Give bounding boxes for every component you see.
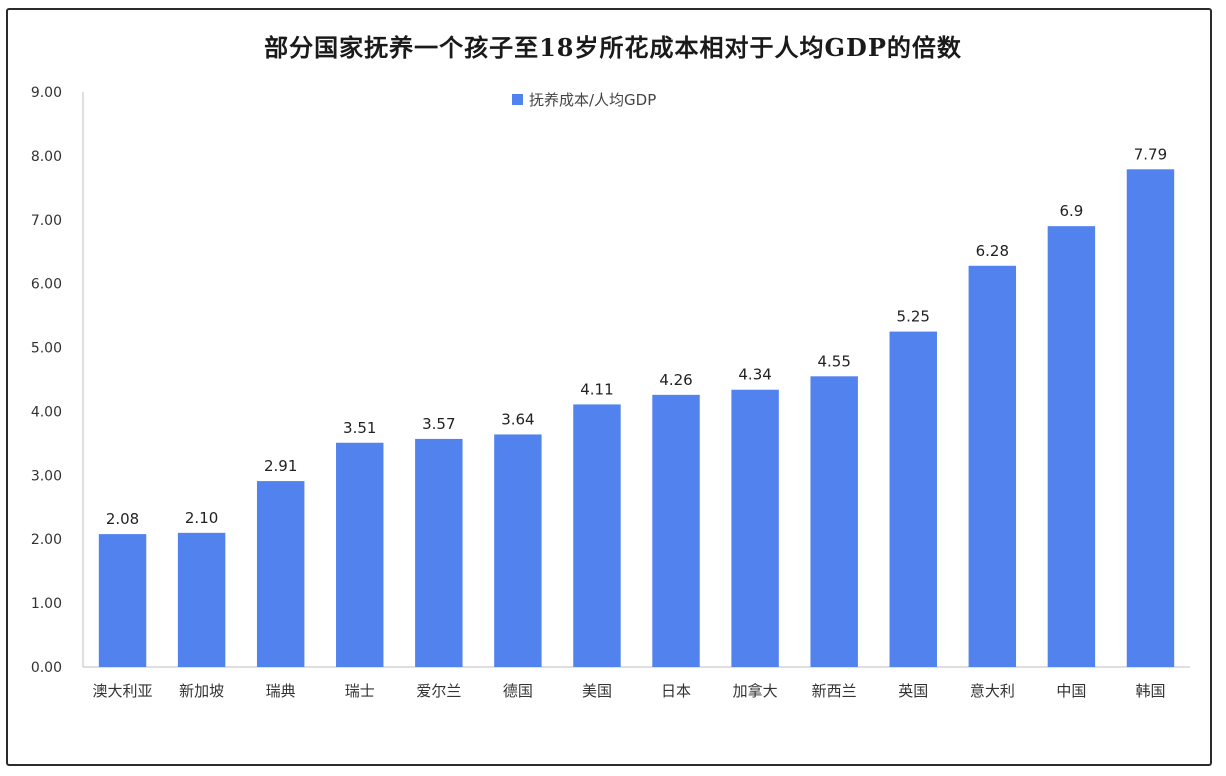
y-tick-label: 6.00 bbox=[31, 277, 62, 293]
y-tick-label: 4.00 bbox=[31, 404, 62, 420]
bar bbox=[336, 442, 384, 667]
bar bbox=[494, 434, 542, 667]
x-category-label: 新加坡 bbox=[179, 682, 224, 700]
bar bbox=[256, 481, 305, 667]
data-label: 3.57 bbox=[422, 415, 455, 433]
bar bbox=[810, 376, 858, 667]
x-category-label: 中国 bbox=[1056, 682, 1086, 700]
x-category-label: 爱尔兰 bbox=[416, 682, 461, 700]
y-tick-label: 3.00 bbox=[31, 468, 62, 484]
x-category-label: 瑞士 bbox=[345, 682, 375, 700]
y-tick-label: 7.00 bbox=[31, 213, 62, 229]
data-label: 4.34 bbox=[738, 366, 771, 384]
x-category-label: 瑞典 bbox=[266, 682, 296, 700]
x-category-label: 意大利 bbox=[970, 682, 1015, 700]
y-tick-label: 8.00 bbox=[31, 149, 62, 165]
x-category-label: 德国 bbox=[503, 682, 533, 700]
bar bbox=[415, 438, 463, 667]
y-tick-label: 5.00 bbox=[31, 341, 62, 357]
data-label: 2.10 bbox=[185, 509, 218, 527]
bar bbox=[573, 404, 621, 667]
bar bbox=[652, 394, 700, 667]
data-label: 4.11 bbox=[580, 380, 613, 398]
data-label: 3.64 bbox=[501, 410, 534, 428]
x-category-label: 加拿大 bbox=[733, 682, 778, 700]
data-label: 6.9 bbox=[1059, 202, 1083, 220]
bar bbox=[1126, 169, 1175, 668]
legend-swatch bbox=[512, 94, 523, 105]
data-label: 4.26 bbox=[659, 371, 692, 389]
y-tick-label: 0.00 bbox=[31, 660, 62, 676]
legend-label: 抚养成本/人均GDP bbox=[529, 91, 656, 109]
data-label: 5.25 bbox=[897, 308, 930, 326]
data-label: 3.51 bbox=[343, 419, 376, 437]
x-category-label: 澳大利亚 bbox=[93, 682, 153, 700]
data-label: 2.08 bbox=[106, 510, 139, 528]
data-label: 2.91 bbox=[264, 457, 297, 475]
bar bbox=[177, 532, 226, 667]
x-category-label: 美国 bbox=[582, 682, 612, 700]
y-tick-label: 1.00 bbox=[31, 596, 62, 612]
data-label: 4.55 bbox=[817, 352, 850, 370]
bar bbox=[731, 389, 779, 667]
x-category-label: 英国 bbox=[898, 682, 928, 700]
x-category-label: 日本 bbox=[661, 682, 691, 700]
bar bbox=[98, 534, 147, 667]
x-category-label: 韩国 bbox=[1135, 682, 1165, 700]
bar bbox=[968, 265, 1017, 667]
bar bbox=[889, 331, 937, 667]
y-tick-label: 2.00 bbox=[31, 532, 62, 548]
data-label: 6.28 bbox=[976, 242, 1009, 260]
x-category-label: 新西兰 bbox=[812, 682, 857, 700]
data-label: 7.79 bbox=[1134, 145, 1167, 163]
chart-title: 部分国家抚养一个孩子至18岁所花成本相对于人均GDP的倍数 bbox=[264, 33, 962, 62]
bar bbox=[1047, 226, 1096, 667]
y-tick-label: 9.00 bbox=[31, 85, 62, 101]
